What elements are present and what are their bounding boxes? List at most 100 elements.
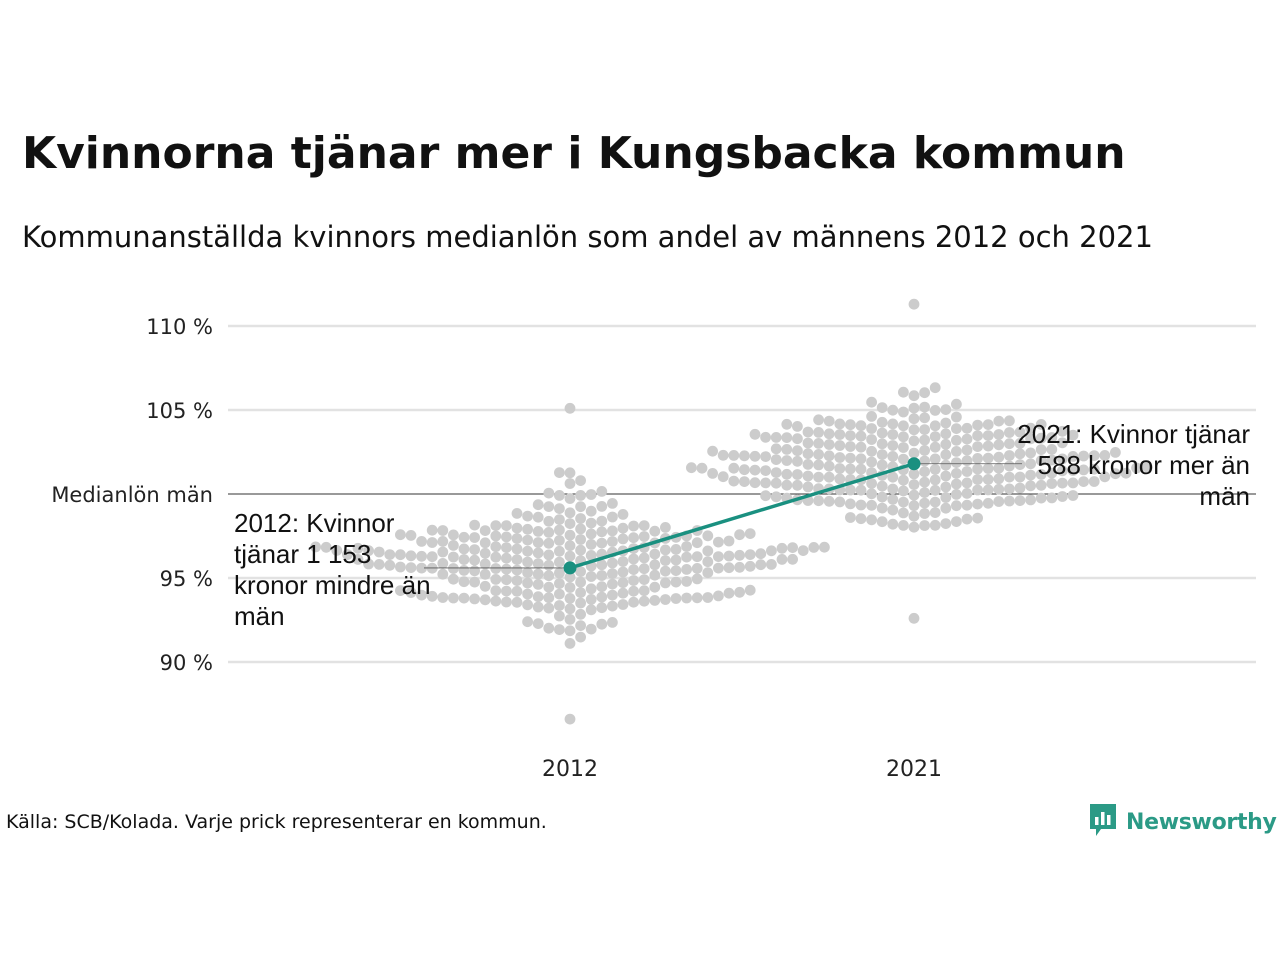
- municipality-dot: [876, 516, 888, 528]
- municipality-dot: [649, 525, 661, 537]
- municipality-dot: [532, 591, 544, 603]
- municipality-dot: [1067, 490, 1079, 501]
- municipality-dot: [1110, 447, 1121, 458]
- municipality-dot: [813, 449, 824, 460]
- municipality-dot: [458, 576, 470, 588]
- municipality-dot: [596, 618, 608, 630]
- municipality-dot: [961, 466, 973, 477]
- municipality-dot: [638, 595, 650, 607]
- municipality-dot: [1025, 458, 1036, 470]
- municipality-dot: [866, 456, 877, 468]
- municipality-dot: [554, 556, 565, 568]
- municipality-dot: [961, 477, 973, 489]
- municipality-dot: [373, 546, 385, 558]
- municipality-dot: [951, 398, 962, 410]
- municipality-dot: [511, 508, 523, 519]
- municipality-dot: [929, 420, 941, 432]
- municipality-dot: [961, 433, 973, 445]
- municipality-dot: [1035, 432, 1047, 444]
- municipality-dot: [696, 462, 708, 474]
- municipality-dot: [802, 481, 814, 493]
- municipality-dot: [575, 534, 586, 545]
- municipality-dot: [1046, 478, 1058, 489]
- municipality-dot: [628, 596, 639, 608]
- y-tick-label: 90 %: [160, 651, 213, 675]
- municipality-dot: [1046, 444, 1058, 455]
- municipality-dot: [1057, 491, 1068, 502]
- municipality-dot: [681, 541, 692, 552]
- municipality-dot: [490, 551, 502, 563]
- municipality-dot: [929, 484, 941, 496]
- municipality-dot: [522, 577, 533, 589]
- municipality-dot: [866, 445, 877, 457]
- municipality-dot: [511, 585, 523, 597]
- municipality-dot: [1004, 495, 1015, 507]
- municipality-dot: [940, 428, 952, 440]
- municipality-dot: [585, 517, 597, 529]
- municipality-dot: [554, 524, 565, 536]
- municipality-dot: [982, 430, 994, 441]
- municipality-dot: [728, 475, 740, 487]
- municipality-dot: [898, 507, 909, 519]
- municipality-dot: [876, 438, 888, 450]
- municipality-dot: [929, 496, 941, 508]
- municipality-dot: [723, 587, 735, 599]
- municipality-dot: [554, 624, 565, 635]
- municipality-dot: [776, 554, 788, 565]
- municipality-dot: [908, 413, 920, 425]
- municipality-dot: [1035, 469, 1047, 480]
- municipality-dot: [734, 586, 745, 598]
- municipality-dot: [887, 451, 899, 462]
- municipality-dot: [628, 564, 639, 575]
- municipality-dot: [1014, 426, 1026, 438]
- municipality-dot: [744, 584, 756, 596]
- municipality-dot: [845, 512, 856, 523]
- municipality-dot: [723, 562, 735, 574]
- municipality-dot: [490, 595, 502, 607]
- highlight-line: [569, 462, 915, 570]
- municipality-dot: [532, 526, 544, 537]
- municipality-dot: [929, 474, 941, 486]
- municipality-dot: [543, 527, 555, 538]
- municipality-dot: [734, 549, 745, 561]
- municipality-dot: [866, 488, 877, 500]
- municipality-dot: [458, 543, 470, 555]
- municipality-dot: [649, 595, 661, 606]
- municipality-dot: [929, 405, 941, 416]
- municipality-dot: [511, 575, 523, 586]
- municipality-dot: [908, 510, 920, 522]
- municipality-dot: [554, 503, 565, 514]
- municipality-dot: [919, 508, 930, 519]
- municipality-dot: [649, 559, 661, 571]
- municipality-dot: [554, 588, 565, 600]
- municipality-dot: [760, 465, 771, 476]
- municipality-dot: [617, 566, 629, 578]
- municipality-dot: [781, 444, 793, 455]
- municipality-dot: [808, 542, 820, 553]
- municipality-dot: [929, 441, 941, 453]
- source-note: Källa: SCB/Kolada. Varje prick represent…: [6, 811, 547, 833]
- chart-title: Kvinnorna tjänar mer i Kungsbacka kommun: [22, 128, 1126, 179]
- municipality-dot: [802, 470, 814, 482]
- y-axis: 90 % 95 % Medianlön män 105 % 110 %: [51, 315, 213, 675]
- municipality-dot: [908, 447, 920, 459]
- municipality-dot: [887, 494, 899, 505]
- municipality-dot: [469, 532, 480, 543]
- municipality-dot: [458, 565, 470, 576]
- municipality-dot: [522, 545, 533, 557]
- municipality-dot: [887, 404, 899, 416]
- municipality-dot: [607, 568, 618, 579]
- municipality-dot: [898, 453, 909, 465]
- municipality-dot: [511, 543, 523, 555]
- municipality-dot: [585, 505, 597, 517]
- municipality-dot: [940, 404, 952, 415]
- municipality-dot: [908, 489, 920, 501]
- brand-logo[interactable]: Newsworthy: [1088, 803, 1277, 841]
- municipality-dot: [713, 551, 724, 562]
- municipality-dot: [501, 563, 512, 575]
- municipality-dot: [564, 493, 576, 504]
- municipality-dot: [972, 453, 983, 464]
- municipality-dot: [596, 602, 608, 614]
- municipality-dot: [564, 529, 576, 541]
